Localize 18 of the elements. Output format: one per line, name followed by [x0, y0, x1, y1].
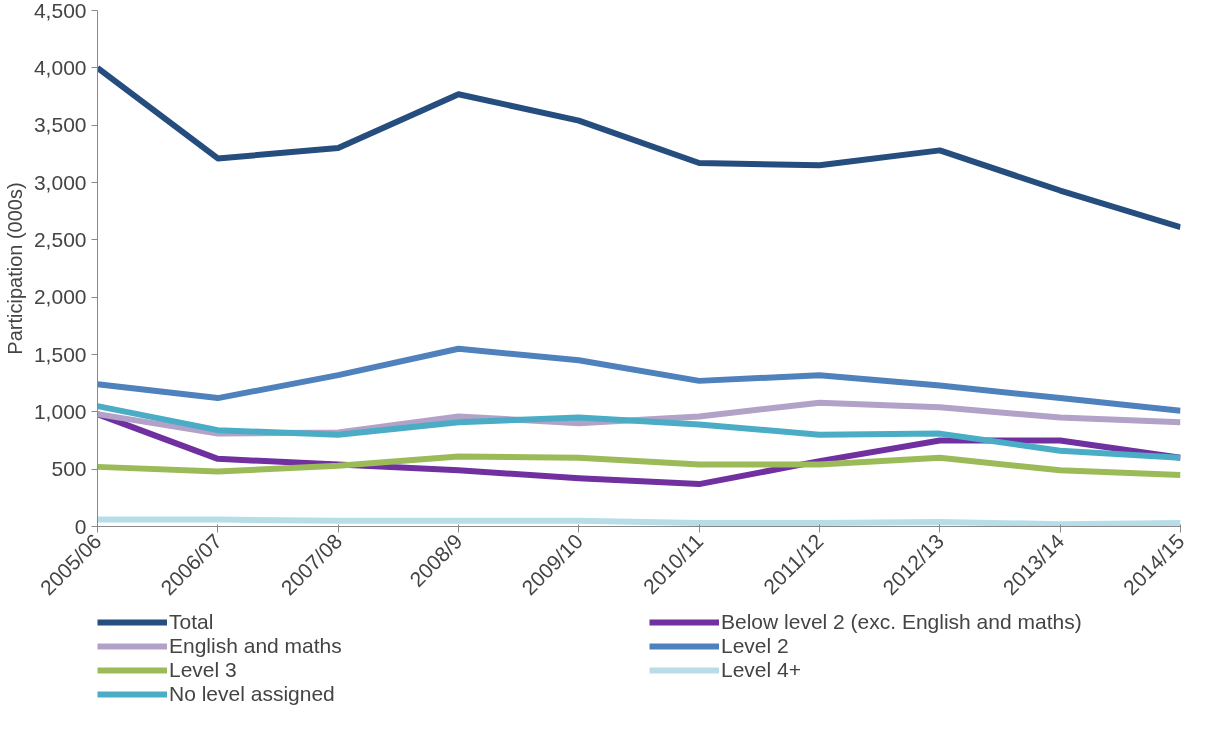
y-tick-label: 2,000	[33, 285, 87, 309]
y-tick-label: 1,500	[33, 342, 87, 366]
legend-label: Level 2	[721, 634, 790, 658]
legend-label: Total	[169, 610, 215, 634]
legend-label: No level assigned	[169, 682, 336, 706]
legend-label: Below level 2 (exc. English and maths)	[721, 610, 1083, 634]
y-tick-label: 4,000	[33, 55, 87, 79]
y-tick-label: 3,000	[33, 170, 87, 194]
legend-label: English and maths	[169, 634, 343, 658]
y-tick-label: 3,500	[33, 113, 87, 137]
y-tick-label: 500	[51, 457, 87, 481]
y-tick-label: 4,500	[33, 0, 87, 22]
legend-label: Level 3	[169, 658, 238, 682]
y-tick-label: 1,000	[33, 399, 87, 423]
y-tick-label: 2,500	[33, 227, 87, 251]
legend-label: Level 4+	[721, 658, 802, 682]
y-tick-label: 0	[74, 514, 87, 538]
y-axis-title: Participation (000s)	[3, 182, 26, 355]
